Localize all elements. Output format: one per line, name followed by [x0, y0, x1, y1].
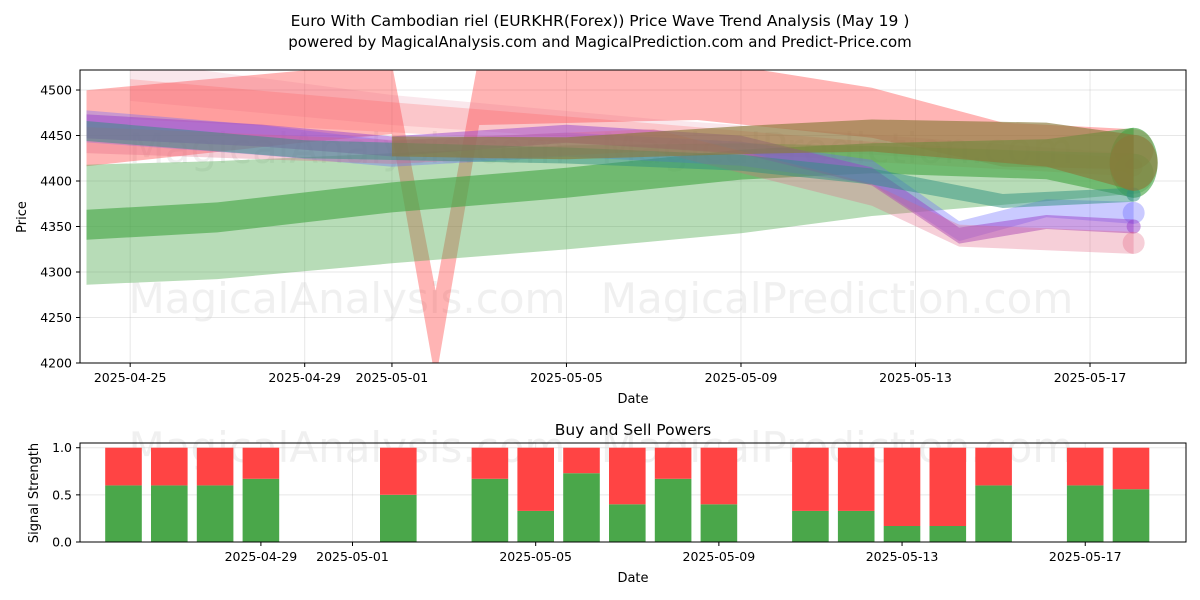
price-y-tick-label: 4200 [40, 356, 72, 371]
power-x-ticks: 2025-04-29 2025-05-01 2025-05-05 2025-05-09… [225, 542, 1122, 564]
wave-band-end-purple [1126, 219, 1141, 234]
buy-bar [151, 485, 188, 542]
sell-bar [563, 447, 600, 474]
sell-bar [1066, 447, 1104, 486]
price-chart: MagicalAnalysis.com MagicalPrediction.co… [15, 69, 1187, 407]
sell-bar [700, 447, 738, 505]
price-x-tick-label: 2025-04-25 [94, 370, 167, 385]
buy-bar [105, 485, 142, 542]
price-x-ticks: 2025-04-25 2025-04-29 2025-05-01 2025-05-05… [94, 363, 1126, 385]
wave-band-end-teal [1126, 187, 1141, 202]
price-y-tick-label: 4250 [40, 310, 72, 325]
power-chart-title: Buy and Sell Powers [555, 421, 712, 439]
power-y-tick-label: 1.0 [52, 440, 72, 455]
sell-bar [151, 447, 188, 486]
power-x-tick-label: 2025-05-17 [1049, 549, 1122, 564]
chart-title: Euro With Cambodian riel (EURKHR(Forex))… [291, 12, 910, 30]
power-x-tick-label: 2025-05-13 [866, 549, 939, 564]
power-x-tick-label: 2025-05-05 [499, 549, 572, 564]
wave-band-end-blue [1122, 201, 1145, 224]
price-y-tick-label: 4350 [40, 219, 72, 234]
price-x-tick-label: 2025-05-09 [705, 370, 778, 385]
price-y-tick-label: 4450 [40, 128, 72, 143]
buy-bar [563, 473, 600, 542]
buy-bar [471, 478, 509, 542]
power-x-label: Date [617, 571, 648, 586]
sell-bar [837, 447, 875, 511]
power-y-label: Signal Strength [27, 443, 42, 543]
buy-bar [929, 526, 967, 542]
sell-bar [609, 447, 646, 505]
sell-bar [654, 447, 692, 479]
price-y-ticks: 4200 4250 4300 4350 4400 4450 4500 [40, 83, 80, 371]
buy-bar [609, 504, 646, 542]
sell-bar [975, 447, 1012, 486]
sell-bar [242, 447, 280, 479]
buy-bar [654, 478, 692, 542]
power-chart: Buy and Sell Powers MagicalAnalysis.com … [27, 421, 1187, 586]
sell-bar [196, 447, 234, 486]
wave-band-green [86, 127, 1134, 240]
buy-bar [837, 510, 875, 542]
price-x-tick-label: 2025-05-17 [1054, 370, 1127, 385]
price-y-tick-label: 4300 [40, 265, 72, 280]
price-x-tick-label: 2025-04-29 [268, 370, 341, 385]
sell-bar [1112, 447, 1150, 490]
sell-bar [792, 447, 829, 511]
sell-bar [883, 447, 921, 526]
buy-bar [242, 478, 280, 542]
power-y-tick-label: 0.0 [52, 535, 72, 550]
power-bars [105, 447, 1150, 542]
buy-bar [517, 510, 554, 542]
sell-bar [929, 447, 967, 526]
wave-band-red [86, 70, 1134, 363]
sell-bar [517, 447, 554, 511]
price-x-label: Date [617, 392, 648, 407]
buy-bar [380, 494, 417, 542]
sell-bar [380, 447, 417, 495]
buy-bar [196, 485, 234, 542]
chart-subtitle: powered by MagicalAnalysis.com and Magic… [288, 33, 912, 51]
price-y-tick-label: 4500 [40, 83, 72, 98]
buy-bar [883, 526, 921, 542]
sell-bar [471, 447, 509, 479]
wave-band-olive [391, 119, 1134, 191]
wave-band-end-pink [1122, 231, 1145, 254]
watermark-prediction-2: MagicalPrediction.com [601, 274, 1074, 323]
power-x-tick-label: 2025-05-09 [683, 549, 756, 564]
buy-bar [975, 485, 1012, 542]
wave-band-end-olive [1109, 134, 1158, 191]
price-y-tick-label: 4400 [40, 174, 72, 189]
watermark-analysis-2: MagicalAnalysis.com [129, 274, 566, 323]
wave-bands [86, 70, 1158, 363]
price-x-tick-label: 2025-05-01 [356, 370, 429, 385]
buy-bar [1066, 485, 1104, 542]
power-y-ticks: 0.0 0.5 1.0 [52, 440, 80, 550]
power-x-tick-label: 2025-04-29 [225, 549, 298, 564]
power-y-tick-label: 0.5 [52, 487, 72, 502]
price-x-tick-label: 2025-05-05 [530, 370, 603, 385]
price-x-tick-label: 2025-05-13 [879, 370, 952, 385]
buy-bar [700, 504, 738, 542]
buy-bar [792, 510, 829, 542]
sell-bar [105, 447, 142, 486]
buy-bar [1112, 489, 1150, 542]
power-x-tick-label: 2025-05-01 [316, 549, 389, 564]
power-axes-frame [79, 442, 1187, 543]
wave-band-teal [86, 121, 1134, 208]
price-axes-frame [79, 69, 1187, 364]
price-y-label: Price [15, 201, 30, 233]
